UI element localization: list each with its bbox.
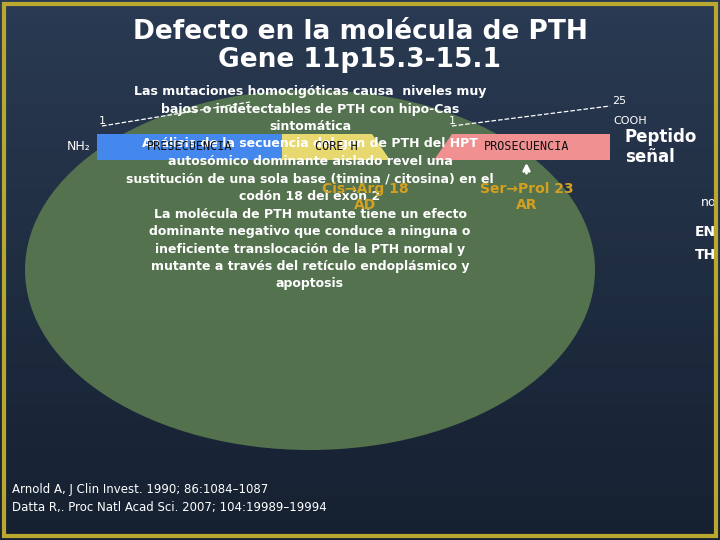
Text: Ser→Prol 23: Ser→Prol 23 bbox=[480, 182, 573, 196]
Text: Datta R,. Proc Natl Acad Sci. 2007; 104:19989–19994: Datta R,. Proc Natl Acad Sci. 2007; 104:… bbox=[12, 501, 327, 514]
Text: Las mutaciones homocigóticas causa  niveles muy: Las mutaciones homocigóticas causa nivel… bbox=[134, 85, 486, 98]
Bar bbox=[0, 135, 720, 148]
Bar bbox=[0, 486, 720, 500]
Bar bbox=[0, 189, 720, 202]
Bar bbox=[0, 392, 720, 405]
Text: codón 18 del exón 2: codón 18 del exón 2 bbox=[239, 190, 381, 203]
Bar bbox=[0, 310, 720, 324]
Bar bbox=[0, 27, 720, 40]
Bar bbox=[0, 54, 720, 68]
Text: EN: EN bbox=[695, 225, 716, 239]
Bar bbox=[0, 378, 720, 392]
Bar bbox=[0, 176, 720, 189]
Text: dominante negativo que conduce a ninguna o: dominante negativo que conduce a ninguna… bbox=[149, 225, 471, 238]
Polygon shape bbox=[434, 134, 610, 160]
Text: CORE H: CORE H bbox=[315, 140, 357, 153]
Text: TH: TH bbox=[695, 248, 716, 262]
Text: Cis→Arg 18: Cis→Arg 18 bbox=[322, 182, 408, 196]
Text: no: no bbox=[701, 195, 716, 208]
Bar bbox=[0, 270, 720, 284]
Text: PROSECUENCIA: PROSECUENCIA bbox=[484, 140, 570, 153]
Text: Arnold A, J Clin Invest. 1990; 86:1084–1087: Arnold A, J Clin Invest. 1990; 86:1084–1… bbox=[12, 483, 269, 496]
Bar bbox=[0, 459, 720, 472]
Bar bbox=[0, 122, 720, 135]
Text: AR: AR bbox=[516, 198, 537, 212]
Text: AD: AD bbox=[354, 198, 376, 212]
Text: 1: 1 bbox=[449, 116, 456, 126]
Bar bbox=[0, 230, 720, 243]
Bar bbox=[0, 513, 720, 526]
Text: mutante a través del retículo endoplásmico y: mutante a través del retículo endoplásmi… bbox=[150, 260, 469, 273]
Bar bbox=[0, 256, 720, 270]
Bar bbox=[0, 418, 720, 432]
Bar bbox=[0, 216, 720, 229]
Ellipse shape bbox=[25, 90, 595, 450]
Bar bbox=[0, 108, 720, 122]
Bar bbox=[0, 364, 720, 378]
Bar bbox=[0, 162, 720, 176]
Text: 1: 1 bbox=[99, 116, 106, 126]
Text: apoptosis: apoptosis bbox=[276, 278, 344, 291]
Bar bbox=[0, 81, 720, 94]
Text: 25: 25 bbox=[612, 96, 626, 106]
Bar bbox=[0, 500, 720, 513]
Text: autosómico dominante aislado revel una: autosómico dominante aislado revel una bbox=[168, 155, 452, 168]
Text: bajos o indetectables de PTH con hipo-Cas: bajos o indetectables de PTH con hipo-Ca… bbox=[161, 103, 459, 116]
Text: Peptido
señal: Peptido señal bbox=[625, 127, 698, 166]
Bar bbox=[0, 432, 720, 445]
Bar bbox=[0, 243, 720, 256]
Bar bbox=[0, 324, 720, 338]
Text: Análisis de la secuencia del gen de PTH del HPT: Análisis de la secuencia del gen de PTH … bbox=[142, 138, 478, 151]
Text: COOH: COOH bbox=[613, 116, 647, 126]
Text: ineficiente translocación de la PTH normal y: ineficiente translocación de la PTH norm… bbox=[155, 242, 465, 255]
Text: sustitución de una sola base (timina / citosina) en el: sustitución de una sola base (timina / c… bbox=[126, 172, 494, 186]
Bar bbox=[0, 405, 720, 418]
Bar bbox=[0, 68, 720, 81]
Text: Gene 11p15.3-15.1: Gene 11p15.3-15.1 bbox=[218, 47, 502, 73]
Text: PRESECUENCIA: PRESECUENCIA bbox=[147, 140, 233, 153]
Bar bbox=[0, 297, 720, 310]
Bar bbox=[0, 284, 720, 297]
Bar bbox=[0, 0, 720, 14]
Text: Defecto en la molécula de PTH: Defecto en la molécula de PTH bbox=[132, 19, 588, 45]
Bar bbox=[0, 202, 720, 216]
Bar bbox=[0, 40, 720, 54]
Bar bbox=[0, 446, 720, 459]
Bar bbox=[97, 134, 282, 160]
Text: NH₂: NH₂ bbox=[67, 140, 91, 153]
Bar bbox=[0, 351, 720, 364]
Bar bbox=[0, 94, 720, 108]
Text: La molécula de PTH mutante tiene un efecto: La molécula de PTH mutante tiene un efec… bbox=[153, 207, 467, 220]
Text: sintomática: sintomática bbox=[269, 120, 351, 133]
Bar bbox=[0, 472, 720, 486]
Polygon shape bbox=[282, 134, 390, 160]
Bar bbox=[0, 338, 720, 351]
Bar bbox=[0, 526, 720, 540]
Bar bbox=[0, 148, 720, 162]
Bar bbox=[0, 14, 720, 27]
